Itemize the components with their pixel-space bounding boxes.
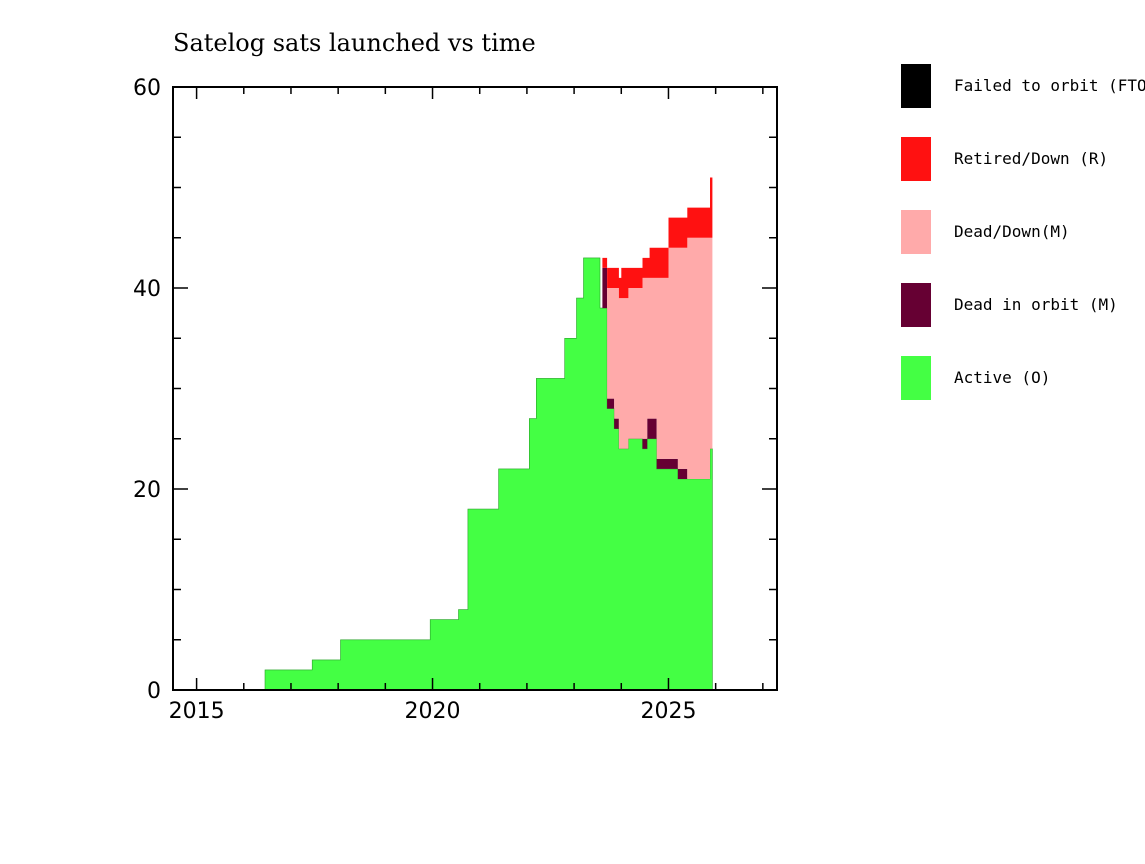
legend-label: Dead in orbit (M) (954, 295, 1118, 314)
legend-label: Retired/Down (R) (954, 149, 1108, 168)
x-tick-label: 2020 (405, 699, 461, 724)
legend-label: Dead/Down(M) (954, 222, 1070, 241)
x-tick-label: 2015 (169, 699, 225, 724)
y-tick-label: 0 (147, 679, 161, 704)
x-tick-label: 2025 (640, 699, 696, 724)
legend-label: Active (O) (954, 368, 1050, 387)
legend: Failed to orbit (FTO) Retired/Down (R) Dea… (901, 64, 1145, 400)
y-tick-label: 60 (133, 76, 161, 101)
axes-layer: 2015 2020 2025 0 20 40 60 (133, 76, 777, 724)
legend-swatch (901, 137, 931, 181)
legend-swatch (901, 210, 931, 254)
series-area-dead-down-m (265, 237, 713, 670)
y-tick-label: 40 (133, 277, 161, 302)
legend-label: Failed to orbit (FTO) (954, 76, 1145, 95)
chart-title: Satelog sats launched vs time (173, 29, 536, 57)
legend-swatch (901, 283, 931, 327)
legend-swatch (901, 64, 931, 108)
y-tick-label: 20 (133, 478, 161, 503)
series-layer (264, 177, 713, 691)
legend-swatch (901, 356, 931, 400)
